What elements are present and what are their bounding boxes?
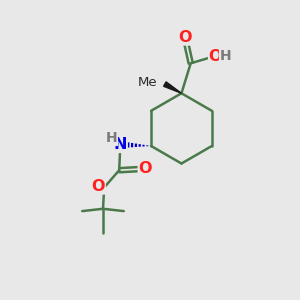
Text: N: N (114, 137, 127, 152)
Text: Me: Me (138, 76, 158, 89)
Text: H: H (106, 131, 117, 145)
Text: O: O (178, 30, 192, 45)
Text: O: O (209, 49, 222, 64)
Text: O: O (178, 30, 192, 45)
Polygon shape (164, 82, 181, 93)
Text: O: O (138, 161, 152, 176)
Text: O: O (138, 161, 152, 176)
Text: N: N (114, 137, 127, 152)
Text: O: O (92, 179, 105, 194)
Text: H: H (220, 49, 231, 63)
Text: O: O (209, 49, 222, 64)
Text: O: O (92, 179, 105, 194)
Text: H: H (106, 131, 117, 145)
Text: Me: Me (138, 76, 158, 89)
Text: H: H (220, 49, 230, 63)
